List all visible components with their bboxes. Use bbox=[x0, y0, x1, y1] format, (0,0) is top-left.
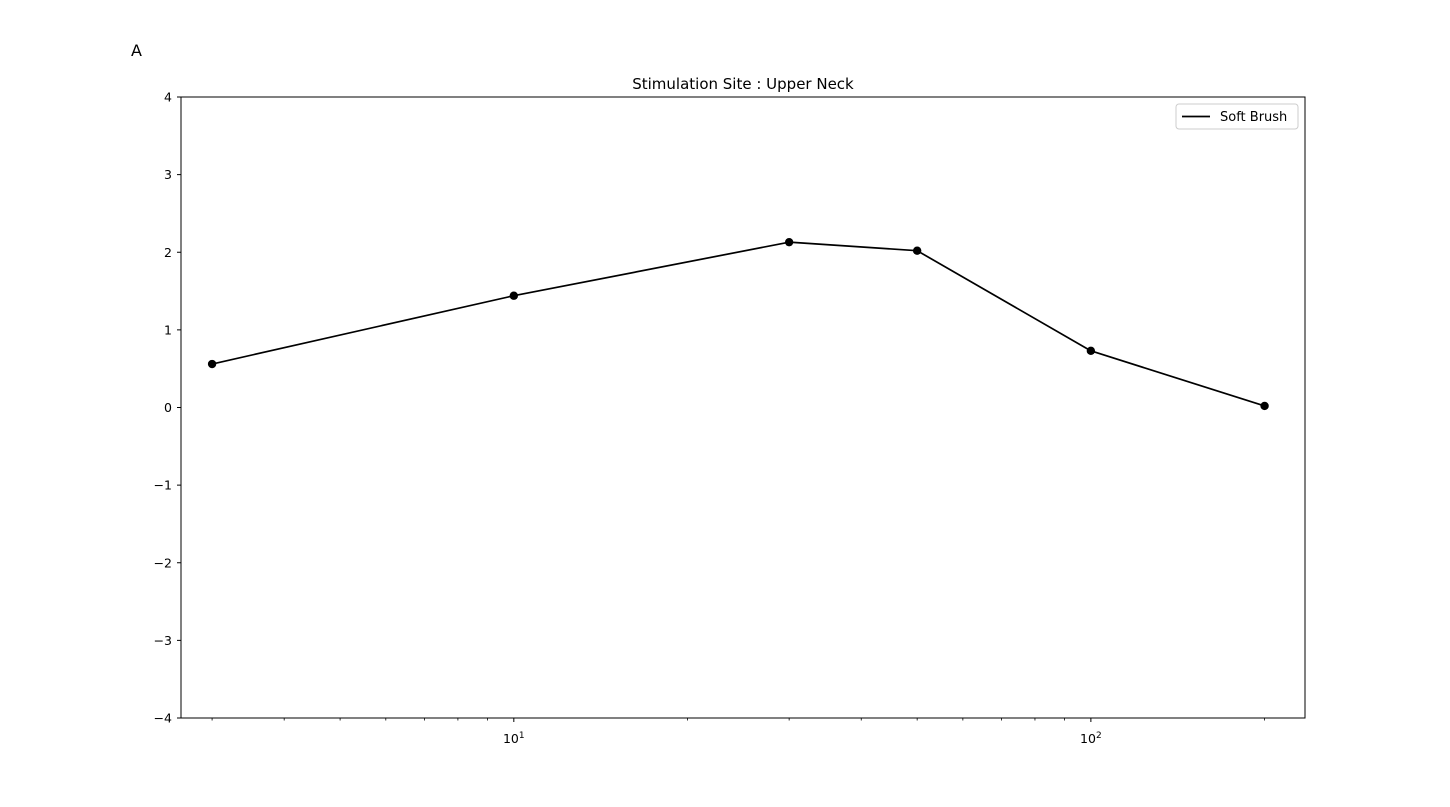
data-point bbox=[207, 359, 217, 369]
y-tick-label: −2 bbox=[154, 555, 172, 570]
y-tick-label: 2 bbox=[164, 245, 172, 260]
x-tick-label: 101 bbox=[503, 731, 525, 746]
x-tick-label: 102 bbox=[1080, 731, 1102, 746]
data-point bbox=[1086, 346, 1096, 356]
y-tick-label: −3 bbox=[154, 633, 172, 648]
y-tick-label: 1 bbox=[164, 322, 172, 337]
data-point bbox=[509, 291, 519, 300]
series-layer bbox=[207, 237, 1269, 411]
legend: Soft Brush bbox=[1175, 103, 1299, 130]
plot-frame bbox=[180, 96, 1306, 719]
series-line bbox=[211, 241, 1265, 407]
data-point bbox=[912, 246, 922, 255]
chart-title: Stimulation Site : Upper Neck bbox=[632, 75, 854, 93]
data-point bbox=[1260, 401, 1269, 411]
data-point bbox=[784, 237, 794, 247]
y-tick-label: 4 bbox=[164, 90, 172, 105]
panel-label: A bbox=[131, 41, 142, 60]
y-tick-label: 3 bbox=[164, 167, 172, 182]
legend-label: Soft Brush bbox=[1220, 110, 1287, 125]
y-tick-label: 0 bbox=[164, 400, 172, 415]
y-tick-label: −4 bbox=[154, 711, 172, 726]
axes: −4 −3 −2 −1 0 1 2 3 4 101 102 bbox=[154, 90, 1306, 746]
y-tick-label: −1 bbox=[154, 478, 172, 493]
legend-box bbox=[1175, 103, 1299, 130]
